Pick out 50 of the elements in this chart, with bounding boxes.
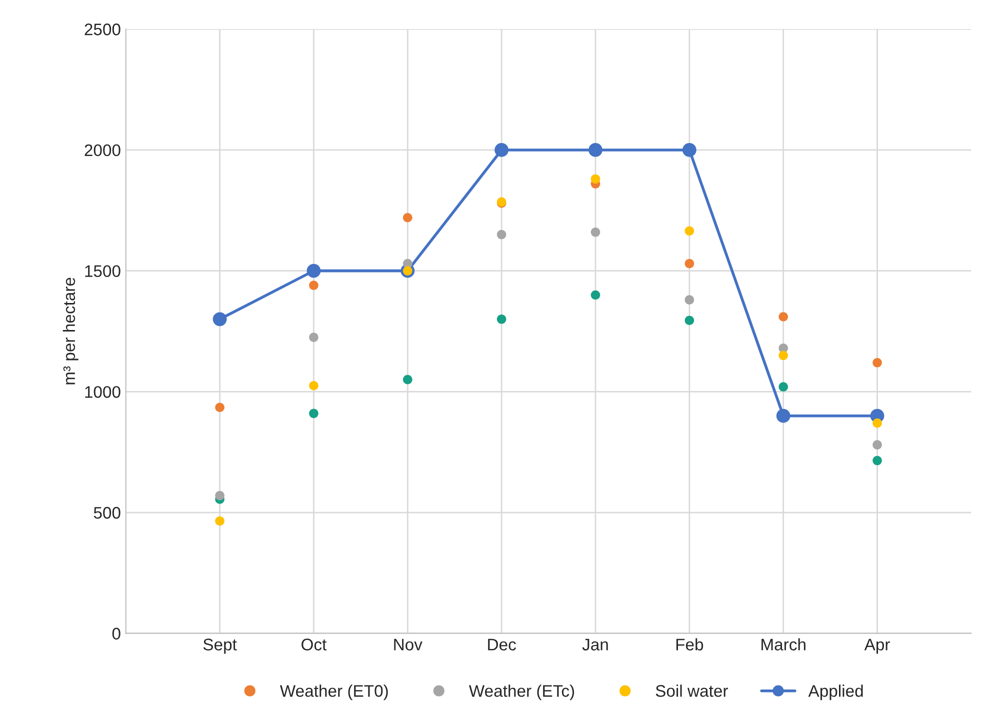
y-tick-label: 2000 <box>84 144 120 156</box>
y-tick-label: 1000 <box>85 386 120 398</box>
point <box>776 408 790 423</box>
x-tick-label: Feb <box>676 638 704 650</box>
y-tick-label: 0 <box>112 628 120 640</box>
point <box>778 382 788 392</box>
point <box>778 312 788 322</box>
x-tick-label: Nov <box>394 638 422 650</box>
legend-label: Applied <box>808 684 863 700</box>
point <box>684 226 694 236</box>
point <box>872 456 882 466</box>
y-tick-label: 1500 <box>85 265 120 278</box>
point <box>778 350 788 360</box>
point <box>590 174 600 184</box>
point <box>872 418 882 428</box>
point <box>590 290 600 300</box>
legend-label: Weather (ET0) <box>280 684 388 700</box>
legend-label: Weather (ETc) <box>468 684 574 700</box>
point <box>309 332 318 342</box>
point <box>402 212 412 222</box>
point <box>212 312 227 326</box>
point <box>309 380 318 390</box>
point <box>309 280 318 290</box>
x-tick-label: Sept <box>203 638 237 654</box>
point <box>215 516 224 526</box>
x-tick-label: Dec <box>488 638 516 650</box>
y-tick-label: 500 <box>94 506 120 519</box>
y-tick-label: 2500 <box>84 24 120 36</box>
x-tick-label: Apr <box>864 638 890 654</box>
point <box>590 227 600 237</box>
x-tick-label: Oct <box>302 638 327 650</box>
point <box>496 230 506 240</box>
legend-label: Soil water <box>656 684 728 697</box>
point <box>872 440 882 450</box>
point <box>309 408 318 418</box>
point <box>402 374 412 384</box>
point <box>306 264 321 278</box>
point <box>684 316 694 326</box>
point <box>684 295 694 304</box>
x-tick-label: Jan <box>582 638 608 650</box>
point <box>684 258 694 268</box>
y-axis-title: m³ per hectare <box>62 278 78 384</box>
point <box>682 143 696 157</box>
x-tick-label: March <box>762 638 806 650</box>
point <box>494 143 508 157</box>
point <box>215 402 224 412</box>
point <box>496 314 506 324</box>
point <box>588 143 602 157</box>
point <box>872 358 882 368</box>
point <box>215 490 224 500</box>
